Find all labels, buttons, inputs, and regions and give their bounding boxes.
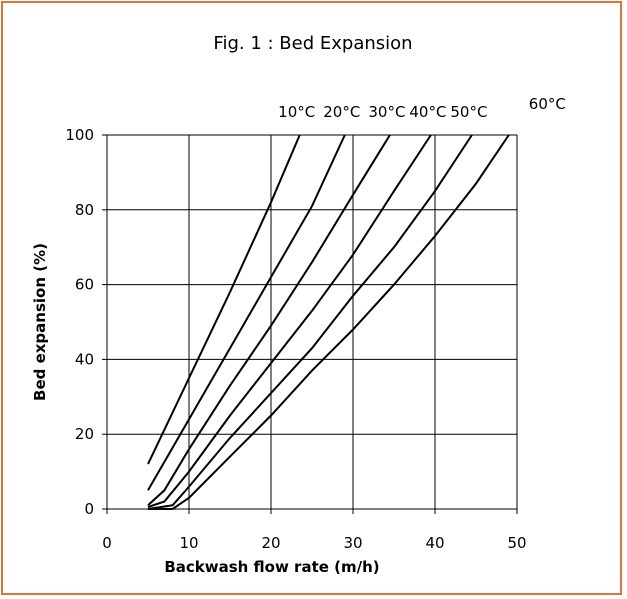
series-line xyxy=(147,134,346,491)
series-label: 20°C xyxy=(323,103,360,121)
series-label: 60°C xyxy=(529,95,566,113)
series-lines xyxy=(147,134,510,510)
x-tick-label: 20 xyxy=(261,534,280,552)
x-tick-label: 0 xyxy=(102,534,112,552)
x-tick-label: 40 xyxy=(425,534,444,552)
series-line xyxy=(147,134,301,465)
y-tick-label: 100 xyxy=(65,126,94,144)
series-labels: 10°C 20°C 30°C 40°C 50°C 60°C xyxy=(278,95,566,121)
y-tick-label: 40 xyxy=(75,350,94,368)
tick-labels: 0 10 20 30 40 50 0 20 40 60 80 100 xyxy=(65,126,526,552)
x-tick-label: 10 xyxy=(179,534,198,552)
series-label: 30°C xyxy=(368,103,405,121)
series-label: 40°C xyxy=(409,103,446,121)
y-tick-label: 20 xyxy=(75,425,94,443)
series-label: 50°C xyxy=(450,103,487,121)
x-tick-label: 30 xyxy=(343,534,362,552)
series-line xyxy=(147,134,391,507)
y-tick-label: 60 xyxy=(75,276,94,294)
y-tick-label: 0 xyxy=(84,500,94,518)
series-line xyxy=(148,134,510,510)
series-label: 10°C xyxy=(278,103,315,121)
y-axis-label: Bed expansion (%) xyxy=(31,243,49,401)
y-tick-label: 80 xyxy=(75,201,94,219)
series-line xyxy=(147,134,473,510)
x-tick-label: 50 xyxy=(507,534,526,552)
grid-lines xyxy=(102,134,518,514)
chart-title: Fig. 1 : Bed Expansion xyxy=(213,33,412,54)
x-axis-label: Backwash flow rate (m/h) xyxy=(164,558,379,576)
series-line xyxy=(147,134,432,509)
